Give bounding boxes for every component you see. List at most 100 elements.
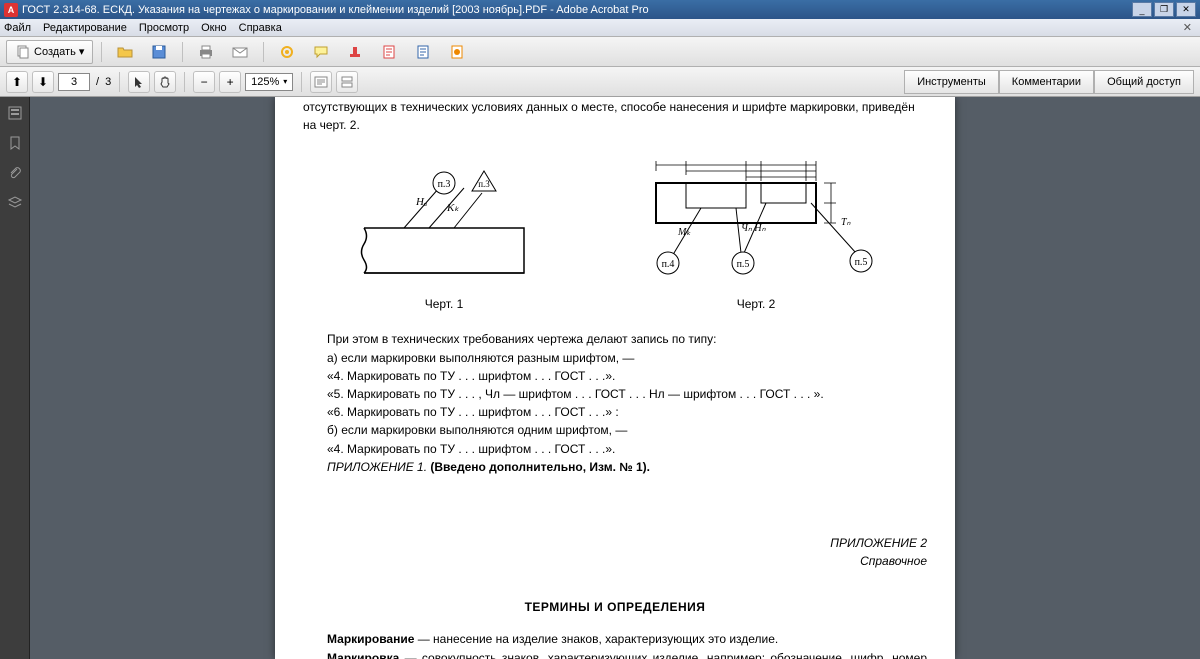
read-mode-button[interactable]	[310, 71, 332, 93]
stamp-icon	[347, 44, 363, 60]
separator	[119, 72, 120, 92]
diagram-1: п.3 п.3 Hᵤ Kₖ Черт. 1	[344, 153, 544, 311]
speech-icon	[313, 44, 329, 60]
print-button[interactable]	[191, 40, 221, 64]
multimedia-button[interactable]	[442, 40, 472, 64]
create-label: Создать ▾	[34, 45, 84, 58]
body-text: а) если маркировки выполняются разным шр…	[303, 350, 927, 366]
doc-icon	[314, 76, 328, 88]
zoom-select[interactable]: 125% ▾	[245, 73, 293, 91]
menu-file[interactable]: Файл	[4, 22, 31, 34]
folder-icon	[117, 44, 133, 60]
comments-panel-button[interactable]: Комментарии	[999, 70, 1094, 94]
zoom-in-button[interactable]: +	[219, 71, 241, 93]
workspace: отсутствующих в технических условиях дан…	[0, 97, 1200, 659]
signatures-button[interactable]	[5, 193, 25, 213]
form-button[interactable]	[408, 40, 438, 64]
hand-tool[interactable]	[154, 71, 176, 93]
bookmark-icon	[7, 135, 23, 151]
body-text: отсутствующих в технических условиях дан…	[303, 99, 927, 115]
label: п.3	[478, 179, 490, 189]
svg-text:Mₖ: Mₖ	[677, 227, 691, 238]
layers-icon	[7, 195, 23, 211]
save-icon	[151, 44, 167, 60]
menu-edit[interactable]: Редактирование	[43, 22, 127, 34]
share-panel-button[interactable]: Общий доступ	[1094, 70, 1194, 94]
separator	[301, 72, 302, 92]
page-up-button[interactable]: ⬆	[6, 71, 28, 93]
close-button[interactable]: ✕	[1176, 2, 1196, 17]
body-text: ПРИЛОЖЕНИЕ 1. (Введено дополнительно, Из…	[303, 459, 927, 475]
bookmarks-button[interactable]	[5, 133, 25, 153]
thumbnails-button[interactable]	[5, 103, 25, 123]
tools-panel-button[interactable]: Инструменты	[904, 70, 999, 94]
appendix-1-label: ПРИЛОЖЕНИЕ 1.	[327, 460, 430, 474]
gear-icon	[279, 44, 295, 60]
open-button[interactable]	[110, 40, 140, 64]
titlebar: A ГОСТ 2.314-68. ЕСКД. Указания на черте…	[0, 0, 1200, 19]
menu-window[interactable]: Окно	[201, 22, 227, 34]
appendix-2: ПРИЛОЖЕНИЕ 2	[830, 536, 927, 550]
doc-close-x[interactable]: ✕	[1179, 21, 1196, 34]
caption-2: Черт. 2	[626, 297, 886, 311]
body-text: При этом в технических требованиях черте…	[303, 331, 927, 347]
email-button[interactable]	[225, 40, 255, 64]
maximize-button[interactable]: ❐	[1154, 2, 1174, 17]
doc-red-icon	[381, 44, 397, 60]
body-text: «4. Маркировать по ТУ . . . шрифтом . . …	[303, 441, 927, 457]
diagram-2: п.4 п.5 п.5 Mₖ Чₙ Hₙ Tₙ Черт. 2	[626, 153, 886, 311]
text-block: При этом в технических требованиях черте…	[303, 331, 927, 475]
app-icon: A	[4, 3, 18, 17]
svg-text:п.4: п.4	[662, 259, 675, 270]
caption-1: Черт. 1	[344, 297, 544, 311]
document-area[interactable]: отсутствующих в технических условиях дан…	[30, 97, 1200, 659]
create-icon	[15, 44, 31, 60]
body-text: б) если маркировки выполняются одним шри…	[303, 422, 927, 438]
separator	[184, 72, 185, 92]
page-sep: /	[96, 76, 99, 88]
definitions: Маркирование — нанесение на изделие знак…	[303, 631, 927, 659]
print-icon	[198, 44, 214, 60]
menu-view[interactable]: Просмотр	[139, 22, 189, 34]
toolbar-main: Создать ▾	[0, 37, 1200, 67]
share-button[interactable]	[306, 40, 336, 64]
sign-button[interactable]	[374, 40, 404, 64]
svg-text:п.5: п.5	[737, 259, 750, 270]
pdf-page: отсутствующих в технических условиях дан…	[275, 97, 955, 659]
separator	[182, 42, 183, 62]
doc-blue-icon	[415, 44, 431, 60]
save-button[interactable]	[144, 40, 174, 64]
scroll-icon	[340, 76, 354, 88]
toolbar-nav: ⬆ ⬇ / 3 − + 125% ▾ Инструменты Комментар…	[0, 67, 1200, 97]
cursor-icon	[133, 76, 145, 88]
comment-button[interactable]	[272, 40, 302, 64]
body-text: «6. Маркировать по ТУ . . . шрифтом . . …	[303, 404, 927, 420]
def-2: Маркировка — совокупность знаков, характ…	[303, 650, 927, 659]
svg-text:Чₙ Hₙ: Чₙ Hₙ	[741, 223, 767, 234]
svg-text:Tₙ: Tₙ	[841, 217, 852, 228]
term: Маркировка	[327, 651, 399, 659]
zoom-out-button[interactable]: −	[193, 71, 215, 93]
minimize-button[interactable]: _	[1132, 2, 1152, 17]
stamp-button[interactable]	[340, 40, 370, 64]
separator	[263, 42, 264, 62]
thumbnails-icon	[7, 105, 23, 121]
hand-icon	[159, 76, 171, 88]
mail-icon	[232, 44, 248, 60]
label: Kₖ	[446, 202, 459, 214]
window-title: ГОСТ 2.314-68. ЕСКД. Указания на чертежа…	[22, 4, 1132, 16]
body-text: «4. Маркировать по ТУ . . . шрифтом . . …	[303, 368, 927, 384]
page-input[interactable]	[58, 73, 90, 91]
page-total: 3	[105, 76, 111, 88]
attachments-button[interactable]	[5, 163, 25, 183]
menu-help[interactable]: Справка	[239, 22, 282, 34]
create-button[interactable]: Создать ▾	[6, 40, 93, 64]
term: Маркирование	[327, 632, 414, 646]
appendix-2-head: ПРИЛОЖЕНИЕ 2 Справочное	[303, 535, 927, 569]
scroll-mode-button[interactable]	[336, 71, 358, 93]
def-1: Маркирование — нанесение на изделие знак…	[303, 631, 927, 647]
page-down-button[interactable]: ⬇	[32, 71, 54, 93]
menubar: Файл Редактирование Просмотр Окно Справк…	[0, 19, 1200, 37]
body-text: на черт. 2.	[303, 117, 927, 133]
select-tool[interactable]	[128, 71, 150, 93]
